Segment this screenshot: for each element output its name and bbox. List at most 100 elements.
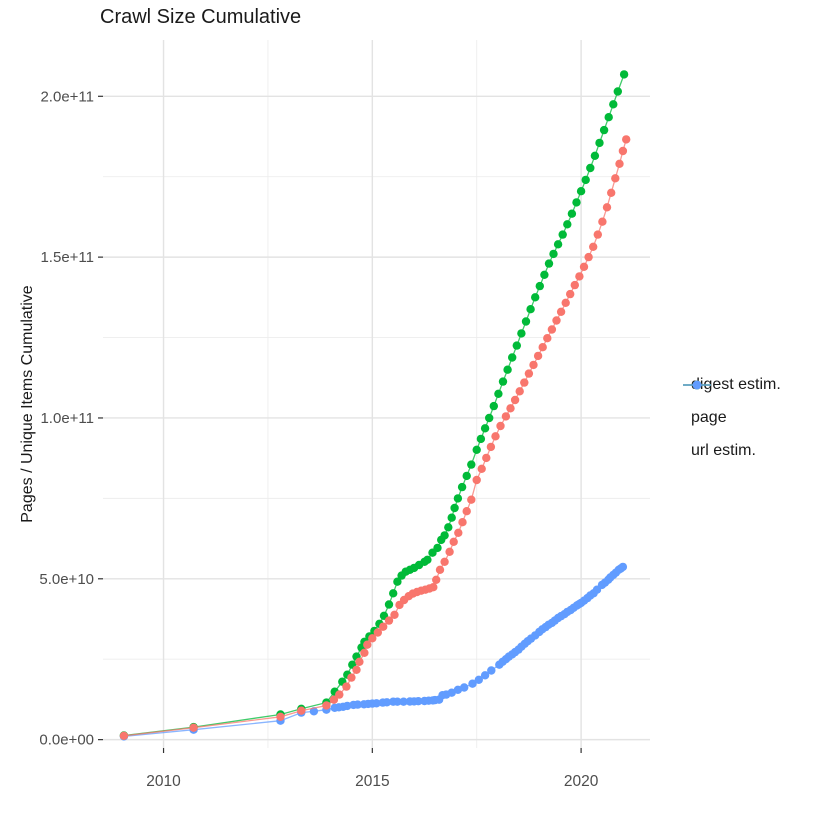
x-tick-label: 2010 <box>146 773 181 790</box>
data-point-digest-estim <box>352 665 361 674</box>
data-point-digest-estim <box>552 316 561 325</box>
data-point-page <box>440 531 449 540</box>
data-point-page <box>444 523 453 532</box>
data-point-page <box>521 317 531 326</box>
data-point-page <box>535 281 544 291</box>
data-point-page <box>457 482 467 492</box>
data-point-page <box>450 503 459 513</box>
data-point-url-estim <box>460 683 469 692</box>
data-point-digest-estim <box>524 369 534 378</box>
x-tick-label: 2015 <box>355 773 389 790</box>
data-point-digest-estim <box>575 272 584 281</box>
data-point-page <box>531 293 540 302</box>
data-point-digest-estim <box>373 628 382 637</box>
data-point-digest-estim <box>615 159 624 168</box>
data-point-digest-estim <box>496 421 505 431</box>
data-point-digest-estim <box>368 634 377 643</box>
data-point-page <box>498 377 508 386</box>
data-point-url-estim <box>393 697 402 706</box>
data-point-page <box>558 230 567 239</box>
legend: digest estim. page url estim. <box>682 374 781 462</box>
data-point-digest-estim <box>467 495 476 504</box>
data-point-page <box>485 413 494 423</box>
data-point-digest-estim <box>520 378 529 387</box>
data-point-digest-estim <box>538 343 547 352</box>
data-point-url-estim <box>474 675 483 684</box>
data-point-digest-estim <box>390 610 399 619</box>
data-point-page <box>526 305 535 314</box>
data-point-url-estim <box>353 700 362 709</box>
data-point-digest-estim <box>322 701 331 710</box>
data-point-page <box>604 113 613 122</box>
data-point-page <box>567 209 577 218</box>
data-point-digest-estim <box>477 464 486 473</box>
data-point-digest-estim <box>584 252 593 262</box>
data-point-digest-estim <box>543 334 552 343</box>
data-point-digest-estim <box>598 217 607 226</box>
data-point-url-estim <box>399 697 408 706</box>
y-tick-label: 1.0e+11 <box>40 410 94 427</box>
data-point-page <box>581 175 590 185</box>
data-point-page <box>563 220 572 229</box>
data-point-digest-estim <box>618 146 628 156</box>
data-point-digest-estim <box>589 242 598 251</box>
data-point-digest-estim <box>506 404 515 413</box>
data-point-page <box>494 389 503 398</box>
data-point-page <box>586 163 595 173</box>
data-point-url-estim <box>487 666 496 675</box>
series-line-url-estim <box>123 566 624 738</box>
data-point-digest-estim <box>561 298 570 307</box>
data-point-digest-estim <box>593 230 602 239</box>
data-point-digest-estim <box>579 262 589 271</box>
y-tick-label: 2.0e+11 <box>40 88 94 105</box>
data-point-url-estim <box>480 671 490 680</box>
data-point-page <box>384 600 394 609</box>
data-point-page <box>613 87 622 96</box>
data-point-digest-estim <box>501 412 511 421</box>
data-point-digest-estim <box>454 528 463 537</box>
data-point-page <box>389 589 398 598</box>
data-point-page <box>544 259 554 268</box>
data-point-page <box>433 543 442 553</box>
data-point-digest-estim <box>429 583 438 592</box>
data-point-digest-estim <box>547 325 557 334</box>
legend-item-url-estim: url estim. <box>682 380 781 462</box>
data-point-url-estim <box>453 685 463 694</box>
data-point-digest-estim <box>189 723 198 732</box>
data-point-digest-estim <box>611 174 620 183</box>
data-point-page <box>619 70 629 79</box>
data-point-page <box>540 270 549 279</box>
data-point-digest-estim <box>607 188 616 197</box>
data-point-digest-estim <box>432 575 441 584</box>
y-tick-label: 5.0e+10 <box>39 571 94 588</box>
data-point-digest-estim <box>329 695 339 704</box>
data-point-page <box>503 365 512 374</box>
data-point-page <box>467 460 476 469</box>
data-point-digest-estim <box>602 203 612 212</box>
data-point-url-estim <box>343 701 352 711</box>
data-point-page <box>393 577 402 586</box>
data-point-digest-estim <box>379 622 388 631</box>
data-point-digest-estim <box>462 507 471 516</box>
data-point-digest-estim <box>342 682 351 691</box>
data-point-page <box>480 424 490 433</box>
data-point-digest-estim <box>491 432 500 441</box>
data-point-digest-estim <box>566 289 575 299</box>
data-point-page <box>595 138 604 148</box>
legend-item-page: page <box>682 380 781 429</box>
data-point-digest-estim <box>435 565 445 574</box>
data-point-digest-estim <box>384 616 394 625</box>
data-point-digest-estim <box>360 648 369 657</box>
data-point-page <box>476 434 486 444</box>
data-point-page <box>549 249 558 259</box>
data-point-page <box>512 341 521 350</box>
data-point-page <box>590 151 600 160</box>
data-point-digest-estim <box>449 537 458 546</box>
data-point-url-estim <box>382 698 392 707</box>
data-point-url-estim <box>468 679 477 688</box>
data-point-digest-estim <box>347 673 356 682</box>
data-point-digest-estim <box>458 518 467 527</box>
data-point-digest-estim <box>486 442 496 452</box>
data-point-page <box>423 555 432 564</box>
